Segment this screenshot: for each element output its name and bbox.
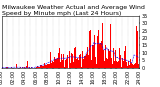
Text: Milwaukee Weather Actual and Average Wind Speed by Minute mph (Last 24 Hours): Milwaukee Weather Actual and Average Win… <box>2 5 144 16</box>
